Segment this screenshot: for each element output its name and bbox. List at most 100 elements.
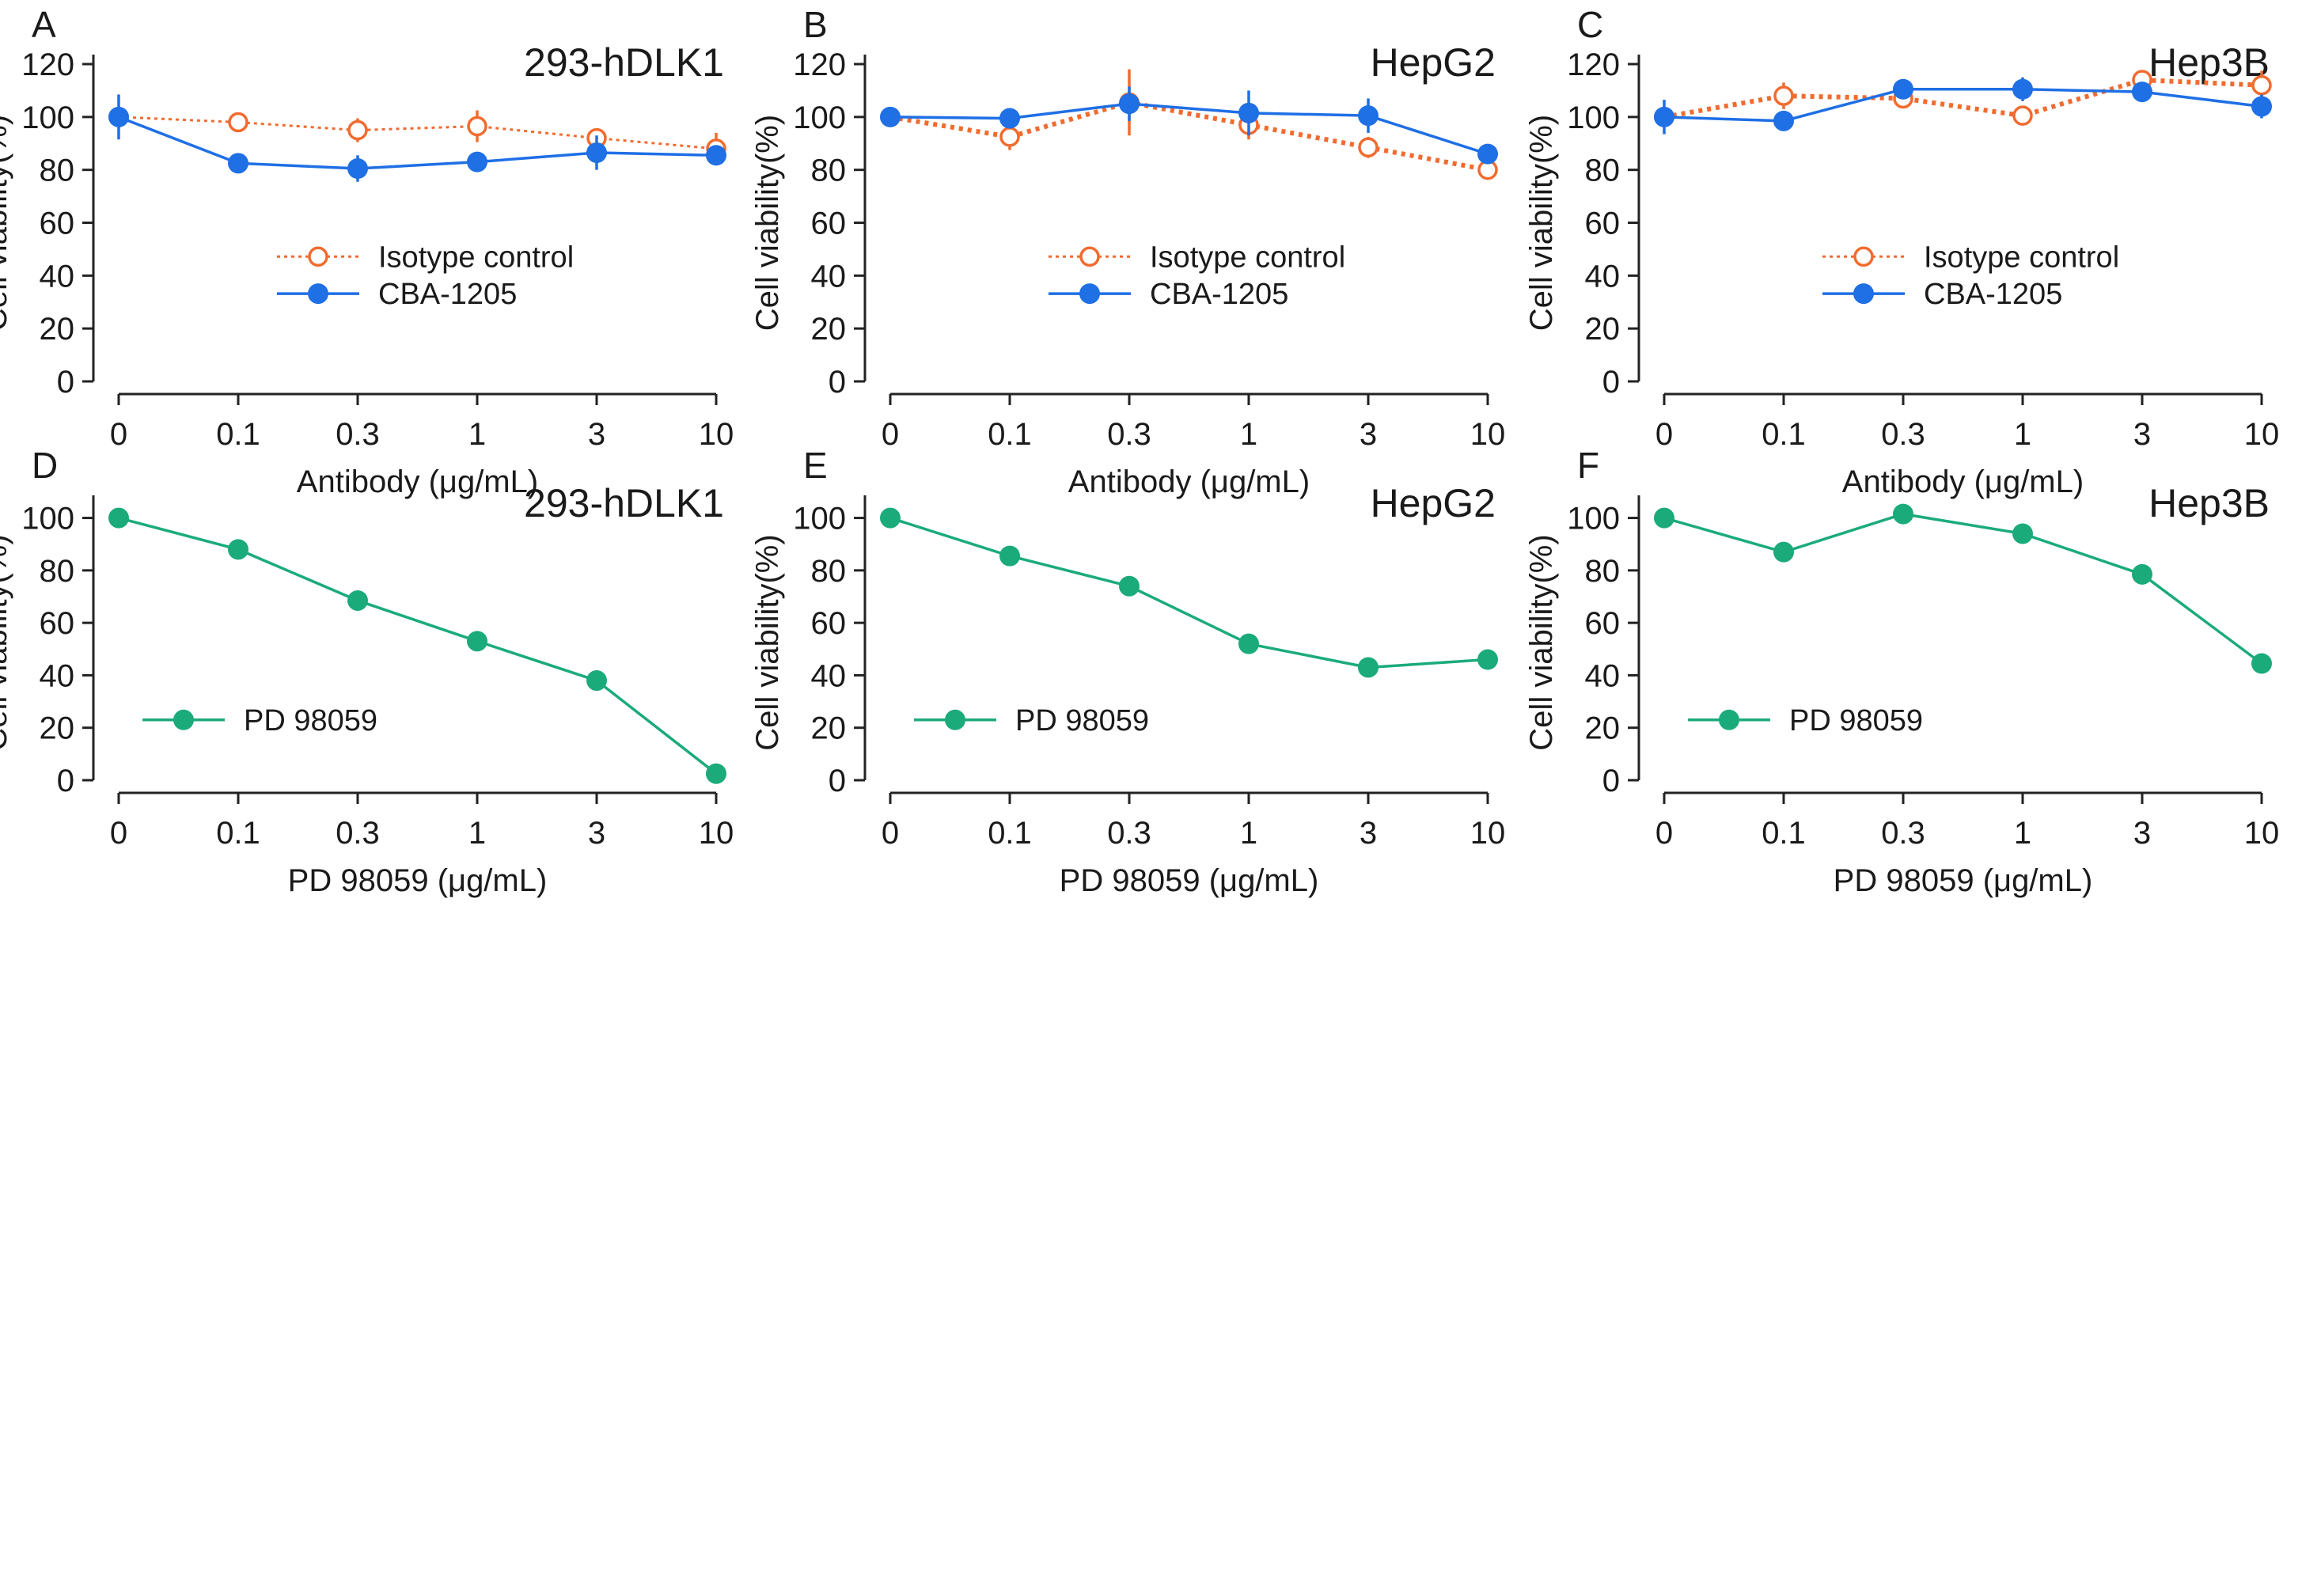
series-pd [880,507,1498,678]
x-tick-label: 0.1 [988,816,1032,851]
y-tick-label: 60 [811,606,847,641]
series-line [1663,87,2262,123]
data-point [467,631,487,652]
data-point [1893,503,1913,525]
x-tick-label: 1 [1240,417,1257,452]
data-point [467,116,487,137]
x-axis-label: Antibody (μg/mL) [1842,464,2084,499]
panel-letter: B [803,4,828,45]
y-tick-label: 80 [811,554,847,589]
y-tick-label: 100 [1567,502,1620,536]
series-isotype [880,69,1498,180]
data-point [2251,96,2272,117]
y-tick-label: 120 [1567,47,1620,82]
legend: PD 98059 [914,704,1149,737]
y-tick-label: 20 [40,711,75,746]
data-point [2132,563,2152,585]
y-tick-label: 100 [1567,100,1620,135]
x-tick-label: 1 [1240,816,1257,851]
y-tick-label: 100 [21,100,74,135]
y-axis-label: Cell viability(%) [0,534,13,750]
x-tick-label: 3 [588,816,605,851]
x-tick-label: 1 [2014,417,2031,452]
y-tick-label: 60 [40,606,75,641]
x-tick-label: 0.1 [216,417,260,452]
legend-label: Isotype control [1924,241,2119,274]
series-line [1663,512,2263,665]
y-tick-label: 40 [40,658,75,693]
data-point [999,108,1020,129]
y-axis-label: Cell viability(%) [0,115,13,331]
x-tick-label: 0.3 [1881,417,1925,452]
data-point [108,106,129,127]
y-tick-label: 80 [811,154,847,188]
data-point [1654,507,1674,529]
legend-marker [308,283,328,305]
y-tick-label: 20 [40,312,75,347]
data-point [467,151,487,172]
data-point [880,106,901,127]
y-tick-label: 20 [1585,711,1621,746]
panel-letter: D [32,445,58,486]
x-tick-label: 0 [1655,816,1673,851]
series-cba [880,86,1498,165]
x-tick-label: 3 [588,417,605,452]
x-tick-label: 0.3 [1107,417,1151,452]
y-tick-label: 40 [811,658,847,693]
x-tick-label: 3 [1360,417,1377,452]
y-tick-label: 100 [21,502,74,536]
x-axis-label: PD 98059 (μg/mL) [1060,863,1319,898]
data-point [999,545,1020,567]
legend-label: CBA-1205 [378,278,517,311]
y-tick-label: 40 [40,259,75,294]
data-point [1893,78,1913,100]
x-tick-label: 10 [2244,417,2280,452]
panel-letter: E [803,445,828,486]
x-tick-label: 0 [882,816,899,851]
series-line [889,516,1489,669]
y-tick-label: 60 [811,207,847,241]
y-axis-label: Cell viability(%) [750,534,785,750]
data-point [1358,657,1379,678]
x-tick-label: 0.1 [1762,816,1806,851]
series-isotype [108,107,726,165]
legend-label: CBA-1205 [1924,278,2062,311]
series-cba [1654,77,2272,135]
data-point [1773,541,1794,563]
data-point [1238,633,1259,654]
legend-label: PD 98059 [1789,704,1923,737]
x-axis-label: PD 98059 (μg/mL) [288,863,548,898]
y-tick-label: 20 [811,312,847,347]
data-point [1477,143,1498,165]
series-line [889,102,1489,156]
legend-label: Isotype control [1150,241,1345,274]
series-pd [1654,503,2272,674]
legend-label: PD 98059 [1015,704,1149,737]
legend-marker [1719,709,1739,730]
data-point [228,153,248,174]
x-tick-label: 0.1 [988,417,1032,452]
x-axis-label: Antibody (μg/mL) [1068,464,1310,499]
data-point [999,127,1020,147]
y-tick-label: 80 [1585,154,1621,188]
y-tick-label: 80 [1585,554,1621,589]
panel-b: B HepG2 0 20 40 60 80 100 120 0 0.1 0.3 1 3 10 Antibody… [750,4,1505,499]
series-line [889,100,1489,172]
panel-title: HepG2 [1371,40,1496,85]
panel-title: HepG2 [1371,481,1496,525]
y-tick-label: 0 [1602,764,1620,798]
panel-title: Hep3B [2148,40,2270,85]
y-axis-label: Cell viability(%) [750,115,785,331]
panel-d: D 293-hDLK1 0 20 40 60 80 100 0 0.1 0.3 1 3 10 PD 9805… [0,445,734,898]
data-point [2012,523,2033,544]
x-tick-label: 0.3 [1107,816,1151,851]
y-tick-label: 0 [57,764,74,798]
data-point [1654,106,1674,127]
y-tick-label: 20 [811,711,847,746]
legend-label: Isotype control [378,241,574,274]
panel-letter: C [1577,4,1603,45]
data-point [108,507,129,529]
x-tick-label: 0 [110,417,127,452]
y-tick-label: 100 [793,100,846,135]
x-tick-label: 3 [2133,417,2151,452]
